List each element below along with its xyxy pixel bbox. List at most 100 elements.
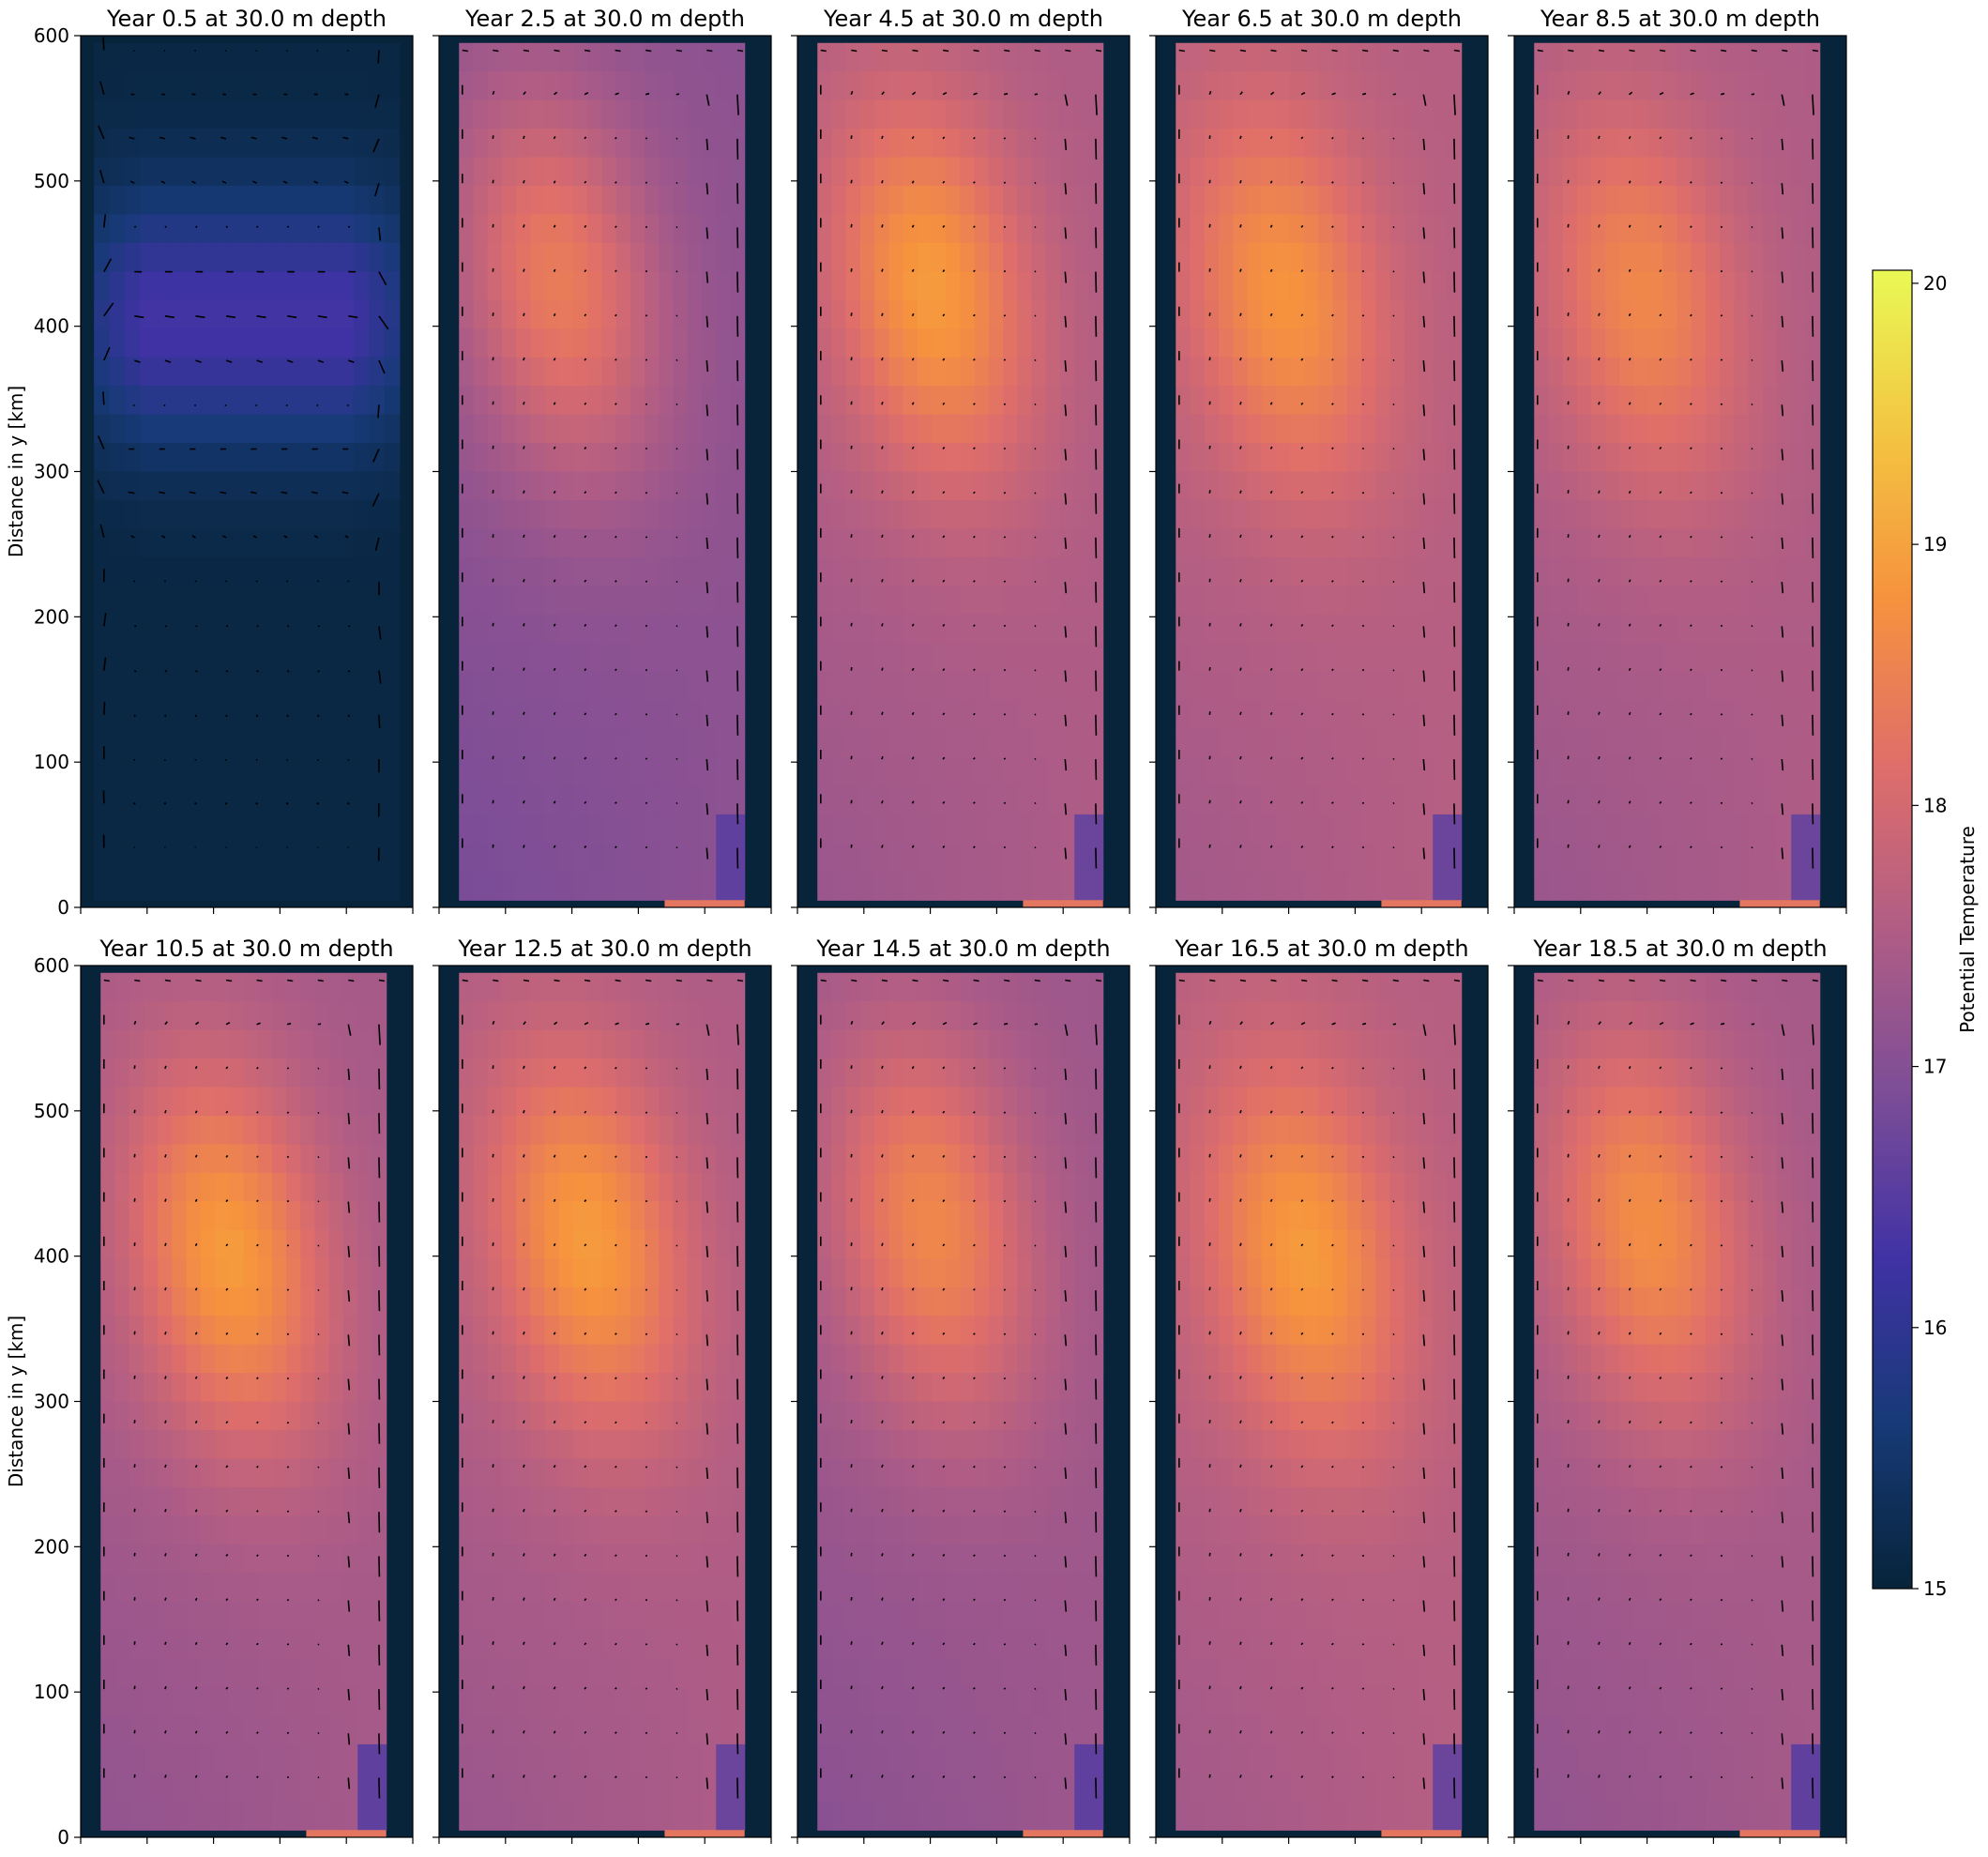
heat-cell <box>1577 300 1592 329</box>
heat-cell <box>243 1802 258 1831</box>
heat-cell <box>1662 43 1677 72</box>
heat-cell <box>293 586 309 615</box>
heat-cell <box>1648 100 1663 129</box>
heat-cell <box>918 643 933 672</box>
heat-cell <box>339 415 355 444</box>
heat-cell <box>286 1258 301 1287</box>
heat-cell <box>385 443 401 472</box>
heat-cell <box>473 1230 488 1259</box>
heat-cell <box>1017 500 1032 529</box>
heat-cell <box>247 672 263 701</box>
quiver-arrow <box>287 1644 289 1645</box>
quiver-arrow <box>882 402 883 404</box>
heat-cell <box>1791 243 1806 272</box>
panel-field <box>81 36 413 907</box>
heat-cell <box>1791 300 1806 329</box>
quiver-arrow <box>348 1468 349 1479</box>
heat-cell <box>329 1402 344 1431</box>
heat-cell <box>587 643 602 672</box>
heat-cell <box>473 1602 488 1631</box>
heat-cell <box>587 872 602 901</box>
heat-cell <box>172 1659 187 1688</box>
heat-cell <box>645 729 660 758</box>
heat-cell <box>286 1287 301 1317</box>
heat-cell <box>645 757 660 786</box>
heat-cell <box>1677 643 1692 672</box>
quiver-arrow <box>615 51 621 52</box>
heat-cell <box>1791 814 1806 844</box>
heat-cell <box>459 843 474 872</box>
quiver-arrow <box>1393 714 1394 715</box>
heat-cell <box>144 973 159 1002</box>
heat-cell <box>286 1659 301 1688</box>
quiver-arrow <box>165 1199 166 1202</box>
heat-cell <box>94 528 110 557</box>
heat-cell <box>989 643 1004 672</box>
heat-cell <box>339 386 355 415</box>
heat-cell <box>1605 243 1620 272</box>
heat-cell <box>1003 271 1018 300</box>
heat-cell <box>488 386 503 415</box>
quiver-arrow <box>134 1420 135 1423</box>
quiver-arrow <box>1691 137 1692 139</box>
heat-cell <box>1563 43 1578 72</box>
heat-cell <box>1563 586 1578 615</box>
heat-cell <box>1060 300 1075 329</box>
heat-cell <box>1433 757 1448 786</box>
quiver-arrow <box>1782 51 1787 52</box>
quiver-arrow <box>165 671 167 672</box>
heat-cell <box>1548 643 1563 672</box>
heat-cell <box>1620 328 1635 358</box>
heat-cell <box>1017 872 1032 901</box>
heat-cell <box>129 1802 144 1831</box>
heat-cell <box>286 1201 301 1230</box>
heat-cell <box>262 243 278 272</box>
quiver-arrow <box>676 315 677 316</box>
heat-cell <box>459 1316 474 1345</box>
heat-cell <box>688 186 703 215</box>
heat-cell <box>323 328 339 358</box>
heat-cell <box>1247 472 1262 501</box>
quiver-arrow <box>348 51 349 52</box>
heat-cell <box>573 243 588 272</box>
heat-cell <box>243 1744 258 1773</box>
heat-cell <box>846 700 861 729</box>
heat-cell <box>874 214 889 243</box>
heat-cell <box>817 243 832 272</box>
heat-cell <box>247 729 263 758</box>
heat-cell <box>100 1659 115 1688</box>
heat-cell <box>488 557 503 586</box>
heat-cell <box>989 43 1004 72</box>
heat-cell <box>100 1802 115 1831</box>
heat-cell <box>502 386 517 415</box>
heat-cell <box>1262 243 1277 272</box>
heat-cell <box>1734 186 1749 215</box>
heat-cell <box>1032 500 1047 529</box>
heat-cell <box>817 158 832 187</box>
heat-cell <box>530 328 545 358</box>
heat-cell <box>1290 100 1305 129</box>
heat-cell <box>1734 129 1749 158</box>
heat-cell <box>473 1088 488 1117</box>
heat-cell <box>1276 843 1291 872</box>
heat-cell <box>817 443 832 472</box>
heat-cell <box>1046 872 1061 901</box>
heat-cell <box>674 328 689 358</box>
heat-cell <box>114 1345 129 1374</box>
heat-cell <box>1375 443 1390 472</box>
heat-cell <box>1605 586 1620 615</box>
heat-cell <box>702 528 717 557</box>
heat-cell <box>339 43 355 72</box>
heat-cell <box>278 528 294 557</box>
heat-cell <box>932 129 947 158</box>
heat-cell <box>459 158 474 187</box>
heat-cell <box>1060 700 1075 729</box>
heat-cell <box>293 700 309 729</box>
heat-cell <box>100 1287 115 1317</box>
quiver-arrow <box>974 713 976 715</box>
heat-cell <box>587 358 602 387</box>
heat-cell <box>888 129 903 158</box>
heat-cell <box>229 1430 244 1459</box>
heat-cell <box>339 615 355 644</box>
quiver-arrow <box>165 1332 166 1334</box>
